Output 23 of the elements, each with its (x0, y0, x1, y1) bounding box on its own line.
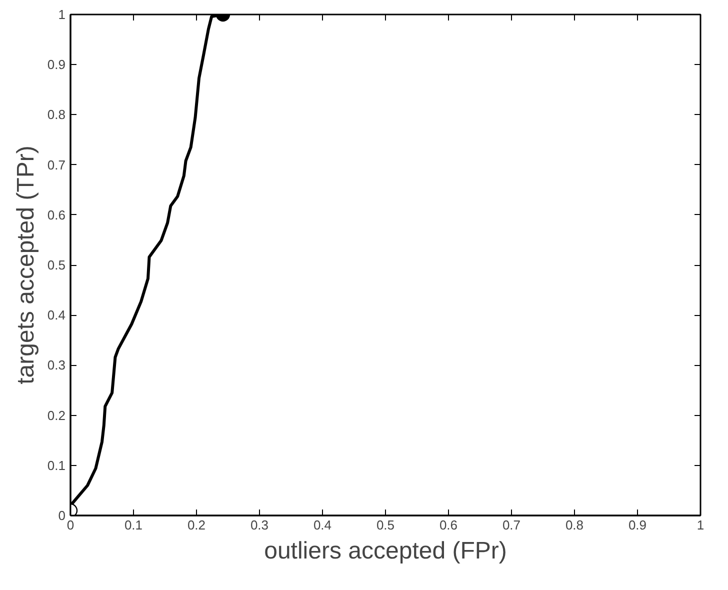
x-tick-label: 0.7 (502, 518, 521, 532)
y-tick-label: 0.7 (47, 157, 66, 172)
y-tick-label: 0.4 (47, 308, 66, 323)
x-tick-label: 0.6 (439, 518, 458, 532)
x-tick-label: 0.1 (124, 518, 143, 532)
x-tick-label: 0.3 (250, 518, 269, 532)
x-tick-label: 0.9 (628, 518, 647, 532)
x-tick-label: 0.4 (313, 518, 332, 532)
x-tick-label: 0.2 (187, 518, 206, 532)
y-tick-label: 0.3 (47, 358, 66, 373)
y-tick-label: 0.1 (47, 458, 66, 473)
y-tick-label: 0.9 (47, 57, 66, 72)
y-tick-label: 0.8 (47, 107, 66, 122)
x-tick-label: 1 (696, 518, 704, 532)
y-tick-label: 0.2 (47, 408, 66, 423)
y-tick-label: 0.6 (47, 207, 66, 222)
y-tick-label: 0.5 (47, 258, 66, 272)
y-tick-label: 1 (58, 7, 66, 22)
x-tick-label: 0.5 (376, 518, 395, 532)
x-tick-label: 0.8 (565, 518, 584, 532)
y-tick-label: 0 (58, 508, 66, 523)
y-axis-title: targets accepted (TPr) (12, 146, 40, 384)
x-axis-title: outliers accepted (FPr) (264, 538, 507, 564)
